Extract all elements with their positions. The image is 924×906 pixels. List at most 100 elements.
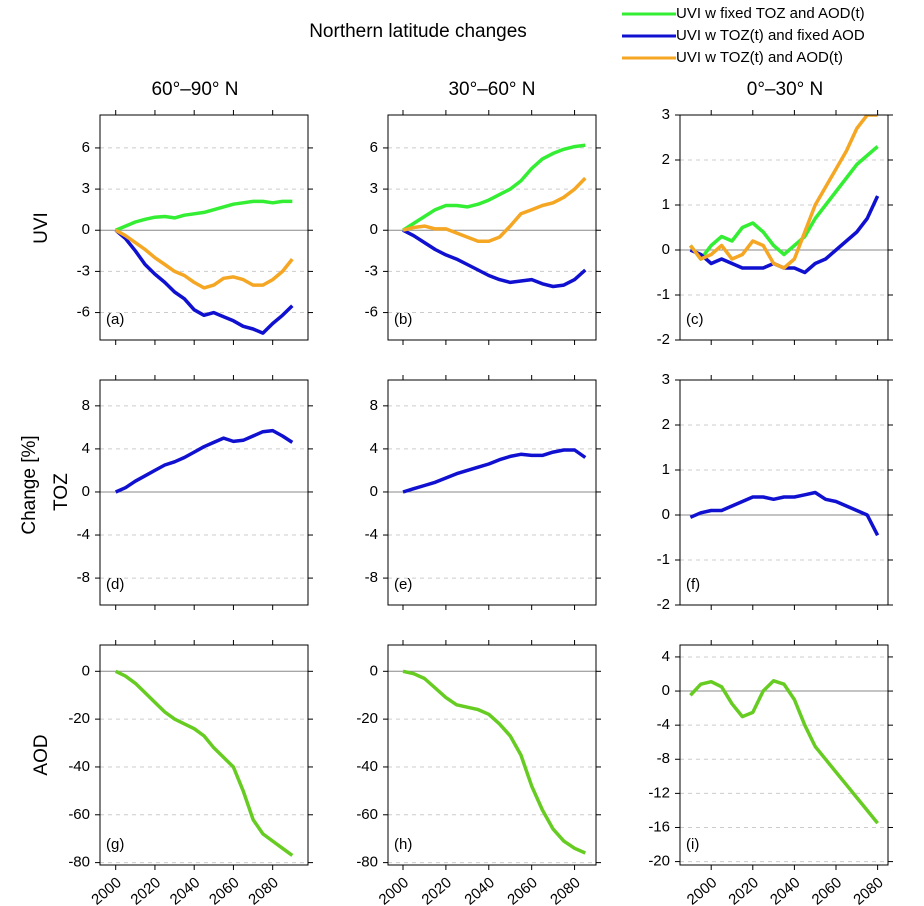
legend-label: UVI w fixed TOZ and AOD(t) <box>676 5 865 22</box>
y-tick-label: -8 <box>77 569 90 586</box>
x-tick-label: 2060 <box>206 874 242 906</box>
figure-title: Northern latitude changes <box>309 21 527 42</box>
y-axis-label: Change [%] <box>19 435 40 534</box>
x-tick-label: 2040 <box>461 874 497 906</box>
series-line <box>114 228 294 335</box>
y-tick-label: 3 <box>82 180 90 197</box>
y-tick-label: 2 <box>662 151 670 168</box>
plot-frame <box>679 379 889 606</box>
y-tick-label: -12 <box>648 784 670 801</box>
x-tick-label: 2080 <box>850 874 886 906</box>
series-line <box>689 195 880 275</box>
y-tick-label: -40 <box>68 758 90 775</box>
y-tick-label: -6 <box>365 304 378 321</box>
series-line <box>689 115 878 270</box>
panel-label: (e) <box>394 576 412 593</box>
y-tick-label: -8 <box>657 750 670 767</box>
series-line <box>114 669 294 857</box>
x-tick-label: 2020 <box>725 874 761 906</box>
y-tick-label: -3 <box>365 262 378 279</box>
series-line <box>115 199 293 232</box>
plot-frame <box>99 114 309 341</box>
panel-label: (g) <box>106 836 124 853</box>
x-tick-label: 2080 <box>245 874 281 906</box>
plot-frame <box>99 644 309 866</box>
series-line <box>402 176 587 243</box>
plot-frame <box>387 379 597 606</box>
plot-frame <box>99 379 309 606</box>
series-line <box>114 428 294 494</box>
y-tick-label: -20 <box>648 853 670 870</box>
row-label: AOD <box>31 734 52 775</box>
column-title: 0°–30° N <box>747 79 823 100</box>
y-tick-label: -80 <box>68 854 90 871</box>
y-tick-label: 0 <box>82 662 90 679</box>
y-tick-label: -2 <box>657 596 670 613</box>
y-tick-label: -2 <box>657 331 670 348</box>
y-tick-label: 6 <box>82 139 90 156</box>
y-tick-label: 8 <box>82 397 90 414</box>
y-tick-label: 0 <box>82 221 90 238</box>
series-line <box>402 143 586 232</box>
y-tick-label: 0 <box>370 221 378 238</box>
y-tick-label: -60 <box>68 806 90 823</box>
legend-label: UVI w TOZ(t) and AOD(t) <box>676 49 843 66</box>
y-tick-label: -16 <box>648 818 670 835</box>
x-tick-label: 2020 <box>128 874 164 906</box>
y-tick-label: -6 <box>77 304 90 321</box>
y-tick-label: 3 <box>662 106 670 123</box>
y-tick-label: -20 <box>356 710 378 727</box>
y-tick-label: -4 <box>77 526 90 543</box>
plot-frame <box>387 644 597 866</box>
y-tick-label: 2 <box>662 416 670 433</box>
panel-label: (d) <box>106 576 124 593</box>
panel-label: (f) <box>686 576 700 593</box>
x-tick-label: 2060 <box>809 874 845 906</box>
legend-label: UVI w TOZ(t) and fixed AOD <box>676 27 865 44</box>
panel-label: (b) <box>394 311 412 328</box>
y-tick-label: 4 <box>82 440 90 457</box>
panel-label: (c) <box>686 311 704 328</box>
y-tick-label: -20 <box>68 710 90 727</box>
panel-label: (a) <box>106 311 124 328</box>
y-tick-label: -3 <box>77 262 90 279</box>
plot-frame <box>679 114 889 341</box>
x-tick-label: 2080 <box>547 874 583 906</box>
y-tick-label: -60 <box>356 806 378 823</box>
y-tick-label: 1 <box>662 196 670 213</box>
x-tick-label: 2000 <box>376 874 412 906</box>
y-tick-label: 3 <box>662 371 670 388</box>
y-tick-label: 0 <box>370 483 378 500</box>
y-tick-label: 0 <box>82 483 90 500</box>
y-tick-label: 4 <box>662 648 670 665</box>
column-title: 60°–90° N <box>151 79 238 100</box>
y-tick-label: 4 <box>370 440 378 457</box>
y-tick-label: -1 <box>657 551 670 568</box>
x-tick-label: 2020 <box>419 874 455 906</box>
y-tick-label: -40 <box>356 758 378 775</box>
y-tick-label: -4 <box>657 716 670 733</box>
row-label: TOZ <box>51 473 72 511</box>
y-tick-label: -1 <box>657 286 670 303</box>
y-tick-label: -4 <box>365 526 378 543</box>
y-tick-label: -80 <box>356 854 378 871</box>
y-tick-label: -8 <box>365 569 378 586</box>
series-line <box>402 669 587 855</box>
panel-label: (i) <box>686 836 699 853</box>
y-tick-label: 0 <box>662 682 670 699</box>
y-tick-label: 3 <box>370 180 378 197</box>
x-tick-label: 2040 <box>767 874 803 906</box>
series-line <box>402 228 587 289</box>
x-tick-label: 2060 <box>504 874 540 906</box>
x-tick-label: 2000 <box>88 874 124 906</box>
panel-label: (h) <box>394 836 412 853</box>
y-tick-label: 0 <box>370 662 378 679</box>
y-tick-label: 0 <box>662 506 670 523</box>
y-tick-label: 1 <box>662 461 670 478</box>
x-tick-label: 2040 <box>167 874 203 906</box>
series-line <box>689 679 879 825</box>
x-tick-label: 2000 <box>684 874 720 906</box>
series-line <box>689 490 880 537</box>
y-tick-label: 6 <box>370 139 378 156</box>
